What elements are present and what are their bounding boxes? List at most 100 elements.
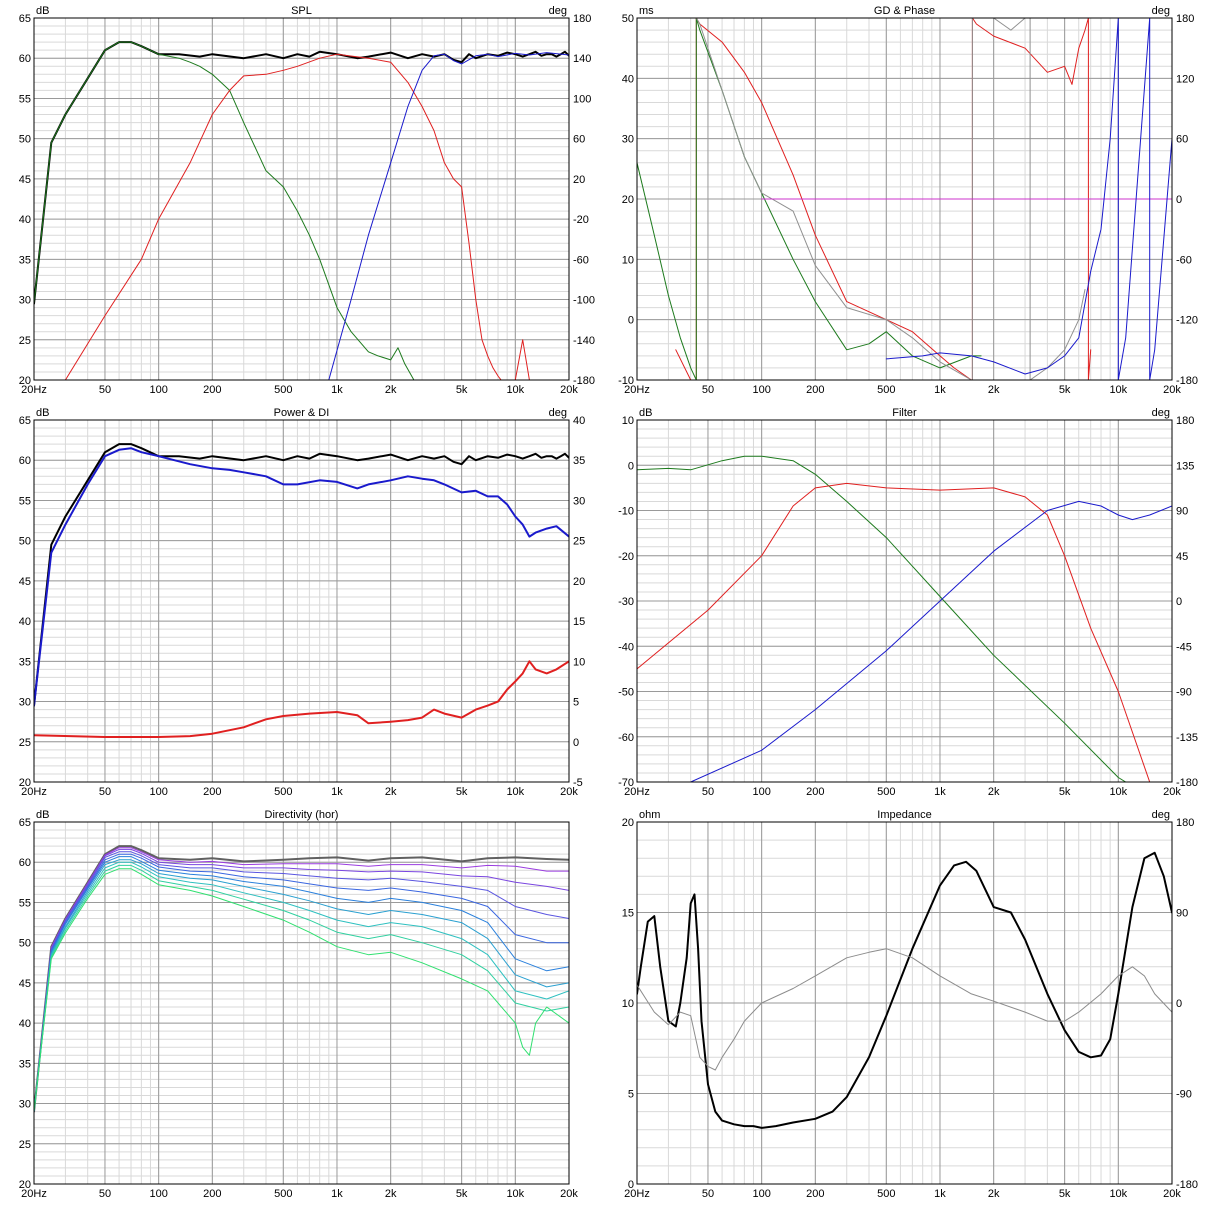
x-tick-label: 500 (877, 384, 895, 396)
series-line-9 (34, 868, 569, 1113)
chart-title: Directivity (hor) (265, 809, 339, 821)
y-tick-label: 35 (19, 254, 31, 266)
x-tick-label: 500 (274, 384, 292, 396)
y2-tick-label: 0 (1176, 194, 1182, 206)
y-tick-label: 20 (622, 817, 634, 829)
y-axis-label: dB (36, 407, 49, 419)
y2-tick-label: 0 (1176, 596, 1182, 608)
y2-tick-label: 135 (1176, 460, 1194, 472)
x-tick-label: 1k (934, 786, 946, 798)
series-line-4 (885, 18, 1172, 380)
x-tick-label: 20Hz (624, 384, 650, 396)
y2-tick-label: 180 (1176, 415, 1194, 427)
x-tick-label: 2k (385, 786, 397, 798)
y-tick-label: -30 (618, 596, 634, 608)
y-tick-label: 60 (19, 455, 31, 467)
y2-axis-label: deg (1152, 809, 1170, 821)
x-tick-label: 5k (456, 384, 468, 396)
y2-tick-label: -180 (1176, 1179, 1198, 1191)
y-tick-label: -10 (618, 506, 634, 518)
x-tick-label: 20Hz (21, 786, 47, 798)
y-tick-label: 10 (622, 254, 634, 266)
y-tick-label: 30 (19, 1099, 31, 1111)
y-tick-label: 35 (19, 1058, 31, 1070)
x-tick-label: 2k (988, 384, 1000, 396)
y2-tick-label: 90 (1176, 506, 1188, 518)
y-tick-label: 30 (622, 134, 634, 146)
y2-tick-label: 120 (1176, 73, 1194, 85)
x-tick-label: 20k (1163, 384, 1181, 396)
y-tick-label: 20 (19, 1179, 31, 1191)
plot-frame (33, 17, 570, 381)
x-tick-label: 200 (203, 1188, 221, 1200)
plot-frame (33, 419, 570, 783)
y-tick-label: 40 (19, 214, 31, 226)
y-tick-label: -60 (618, 732, 634, 744)
x-tick-label: 200 (203, 384, 221, 396)
grid-lines (636, 821, 1173, 1185)
chart-title: Filter (892, 407, 917, 419)
series-line-0 (637, 455, 1127, 782)
y-axis-label: ohm (639, 809, 660, 821)
y-axis-label: dB (639, 407, 652, 419)
y2-tick-label: 20 (573, 576, 585, 588)
y2-tick-label: 10 (573, 656, 585, 668)
directivity-chart: Directivity (hor) dB 20 25 30 35 40 45 50 55 60 65 2… (0, 804, 603, 1206)
y2-tick-label: -140 (573, 335, 595, 347)
filter-chart: Filter dB deg -70 -60 -50 -40 -30 -20 -10 0 10 -180 -… (603, 402, 1206, 804)
y-tick-label: 25 (19, 737, 31, 749)
x-tick-label: 1k (331, 384, 343, 396)
y-tick-label: 40 (19, 1018, 31, 1030)
y2-axis-label: deg (1152, 407, 1170, 419)
y-tick-label: 60 (19, 53, 31, 65)
plot-frame (33, 821, 570, 1185)
chart-title: Power & DI (274, 407, 330, 419)
y-tick-label: -70 (618, 777, 634, 789)
y2-tick-label: -180 (1176, 375, 1198, 387)
x-tick-label: 10k (1109, 384, 1127, 396)
y2-axis-label: deg (1152, 5, 1170, 17)
x-tick-label: 100 (149, 1188, 167, 1200)
y2-tick-label: 25 (573, 536, 585, 548)
x-tick-label: 1k (934, 1188, 946, 1200)
y-tick-label: 0 (628, 315, 634, 327)
plot-frame (636, 17, 1173, 381)
x-tick-label: 5k (456, 786, 468, 798)
y-tick-label: 0 (628, 460, 634, 472)
x-tick-label: 2k (385, 1188, 397, 1200)
x-tick-label: 50 (702, 384, 714, 396)
y-tick-label: 40 (19, 616, 31, 628)
x-tick-label: 10k (1109, 786, 1127, 798)
x-tick-label: 500 (877, 1188, 895, 1200)
series-line-1 (34, 41, 415, 380)
y2-axis-label: deg (549, 407, 567, 419)
series-line-0 (637, 851, 1172, 1129)
x-tick-label: 20Hz (21, 384, 47, 396)
y-tick-label: 20 (19, 777, 31, 789)
impedance-chart: Impedance ohm deg 0 5 10 15 20 -180 -90 0 90 180 20Hz… (603, 804, 1206, 1206)
impedance-panel: Impedance ohm deg 0 5 10 15 20 -180 -90 0 90 180 20Hz… (603, 804, 1206, 1206)
y-tick-label: 55 (19, 495, 31, 507)
series-line-0 (34, 443, 569, 707)
y2-tick-label: 5 (573, 697, 579, 709)
y2-tick-label: -5 (573, 777, 583, 789)
y-tick-label: 50 (622, 13, 634, 25)
y2-tick-label: 30 (573, 495, 585, 507)
x-tick-label: 5k (1059, 1188, 1071, 1200)
chart-title: GD & Phase (874, 5, 935, 17)
x-tick-label: 1k (331, 1188, 343, 1200)
gd-phase-chart: GD & Phase ms deg -10 0 10 20 30 40 50 -180 -120 -60… (603, 0, 1206, 402)
x-tick-label: 500 (274, 1188, 292, 1200)
y2-tick-label: 180 (1176, 817, 1194, 829)
y-tick-label: 50 (19, 134, 31, 146)
power-di-chart: Power & DI dB deg 20 25 30 35 40 45 50 55 60 65 -5 0 5 1… (0, 402, 603, 804)
x-tick-label: 100 (752, 786, 770, 798)
y-tick-label: 20 (622, 194, 634, 206)
y-tick-label: 0 (628, 1179, 634, 1191)
y2-tick-label: -90 (1176, 1089, 1192, 1101)
series-line-1 (34, 447, 569, 707)
y-tick-label: 30 (19, 295, 31, 307)
x-tick-label: 200 (806, 786, 824, 798)
y2-tick-label: 40 (573, 415, 585, 427)
